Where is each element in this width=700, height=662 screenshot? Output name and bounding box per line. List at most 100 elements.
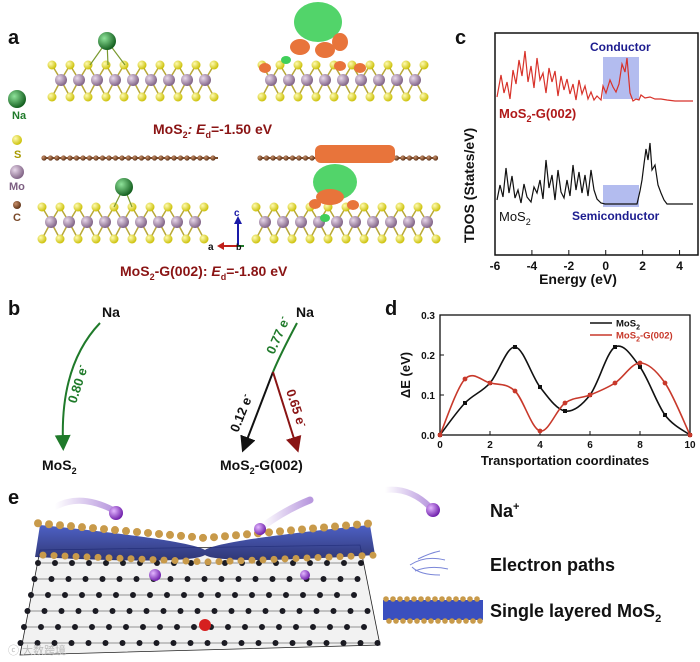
b-right-arrow-black <box>240 371 274 453</box>
panel-b-charge-transfer: Na 0.80 e- MoS2 Na 0.77 e- 0.12 e- 0.65 … <box>42 304 314 476</box>
b-left-na: Na <box>102 304 120 320</box>
b-left-arrow <box>54 322 101 451</box>
data-point <box>662 380 668 386</box>
panel-d-energy-chart: 0.0 0.1 0.2 0.3 0 2 4 6 8 10 Transportation coordi… <box>398 311 696 468</box>
mos2-layer-legend-icon <box>383 596 483 624</box>
panel-label-d: d <box>385 298 398 320</box>
axis-c-label: c <box>234 208 240 219</box>
panel-label-e: e <box>8 487 20 509</box>
watermark: ⓒ 大数跨境 <box>8 645 67 657</box>
semiconductor-box <box>603 185 639 207</box>
na-legend-icon <box>8 90 26 108</box>
s-legend-label: S <box>14 149 21 161</box>
electron-path-legend-label: Electron paths <box>490 555 615 575</box>
legend-label-1: MoS2-G(002) <box>616 331 673 344</box>
series-line-1 <box>439 362 691 436</box>
conductor-box <box>603 57 639 99</box>
data-point <box>637 360 643 366</box>
na-legend-label: Na <box>12 110 27 122</box>
data-point <box>587 392 593 398</box>
tdos-x-tick: -2 <box>563 259 574 273</box>
tdos-x-tick: -6 <box>490 259 501 273</box>
c-legend-icon <box>13 201 21 209</box>
panel-e-illustration: Na+ Electron paths Single layered MoS2 <box>17 486 661 656</box>
b-right-charge-green: 0.77 e- <box>262 314 293 356</box>
data-point <box>638 365 642 369</box>
caption-top: MoS2: Ed=-1.50 eV <box>153 121 273 140</box>
na-atom-top <box>98 32 116 50</box>
y-tick-label: 0.2 <box>421 351 435 362</box>
s-legend-icon <box>12 135 22 145</box>
na-atom-bottom <box>115 178 133 196</box>
data-point <box>437 432 443 438</box>
panel-label-c: c <box>455 27 467 49</box>
data-point <box>537 428 543 434</box>
tdos-frame <box>494 32 699 256</box>
conductor-label: Conductor <box>590 40 651 54</box>
b-right-arrow-green <box>272 322 298 373</box>
b-left-mos2: MoS2 <box>42 457 77 476</box>
chart-y-label: ΔE (eV) <box>398 352 413 398</box>
charge-density-isosurface-top <box>259 2 366 73</box>
c-legend-label: C <box>13 212 21 224</box>
caption-bottom: MoS2-G(002): Ed=-1.80 eV <box>120 263 288 282</box>
x-tick-label: 10 <box>684 440 696 451</box>
x-tick-label: 0 <box>437 440 443 451</box>
tdos-black-curve <box>496 142 693 205</box>
y-tick-label: 0.3 <box>421 311 435 322</box>
legend-label-0: MoS2 <box>616 319 640 332</box>
b-right-arrow-red <box>272 371 302 453</box>
mos2-slab-top-left <box>47 40 219 102</box>
tdos-black-label: MoS2 <box>499 209 531 227</box>
tdos-red-curve <box>496 50 693 102</box>
chart-frame <box>439 314 691 436</box>
y-tick-label: 0.1 <box>421 391 435 402</box>
mos2-layer-illustration <box>34 519 377 566</box>
y-tick-label: 0.0 <box>421 431 435 442</box>
na-ion-legend-icon <box>382 486 440 517</box>
data-point <box>513 345 517 349</box>
mo-legend-icon <box>10 165 24 179</box>
axis-triad-icon <box>217 216 244 250</box>
charge-density-isosurface-bottom <box>309 145 395 222</box>
tdos-x-tick: 4 <box>676 259 683 273</box>
mos2-slab-top-right <box>257 60 429 102</box>
tdos-y-label: TDOS (States/eV) <box>461 128 477 243</box>
data-point <box>613 345 617 349</box>
axis-a-label: a <box>208 242 214 253</box>
series-line-0 <box>439 345 691 436</box>
tdos-x-tick: 2 <box>639 259 646 273</box>
chart-x-label: Transportation coordinates <box>481 453 649 468</box>
data-point <box>462 376 468 382</box>
data-point <box>487 380 493 386</box>
x-tick-label: 2 <box>487 440 493 451</box>
mo-legend-label: Mo <box>9 181 25 193</box>
mos2-g-slab-bottom-left <box>37 186 209 244</box>
tdos-x-ticks: -6 -4 -2 0 2 4 <box>490 250 683 273</box>
mos2-layer-legend-label: Single layered MoS2 <box>490 601 661 625</box>
tdos-red-label: MoS2-G(002) <box>499 106 576 124</box>
data-point <box>512 388 518 394</box>
data-point <box>463 401 467 405</box>
semiconductor-label: Semiconductor <box>572 209 660 223</box>
x-tick-label: 4 <box>537 440 543 451</box>
tdos-x-tick: -4 <box>527 259 538 273</box>
b-right-na: Na <box>296 304 314 320</box>
tdos-x-tick: 0 <box>602 259 609 273</box>
data-point <box>563 409 567 413</box>
panel-a-structures: MoS2: Ed=-1.50 eV MoS2-G(002): Ed=-1.80 … <box>8 2 441 282</box>
na-ion-legend-label: Na+ <box>490 501 519 521</box>
b-right-mos2-g: MoS2-G(002) <box>220 457 303 476</box>
x-tick-label: 8 <box>637 440 643 451</box>
axis-b-label: b <box>236 242 242 252</box>
tdos-x-label: Energy (eV) <box>539 271 617 287</box>
data-point <box>663 413 667 417</box>
atom-legend <box>8 90 26 209</box>
data-point <box>612 380 618 386</box>
panel-c-tdos-chart: -6 -4 -2 0 2 4 Energy (eV) TDOS (States/eV) C… <box>461 32 699 287</box>
data-point <box>562 400 568 406</box>
na-ions <box>52 496 314 631</box>
panel-label-b: b <box>8 298 21 320</box>
electron-path-legend-icon <box>409 550 449 576</box>
panel-label-a: a <box>8 27 20 49</box>
